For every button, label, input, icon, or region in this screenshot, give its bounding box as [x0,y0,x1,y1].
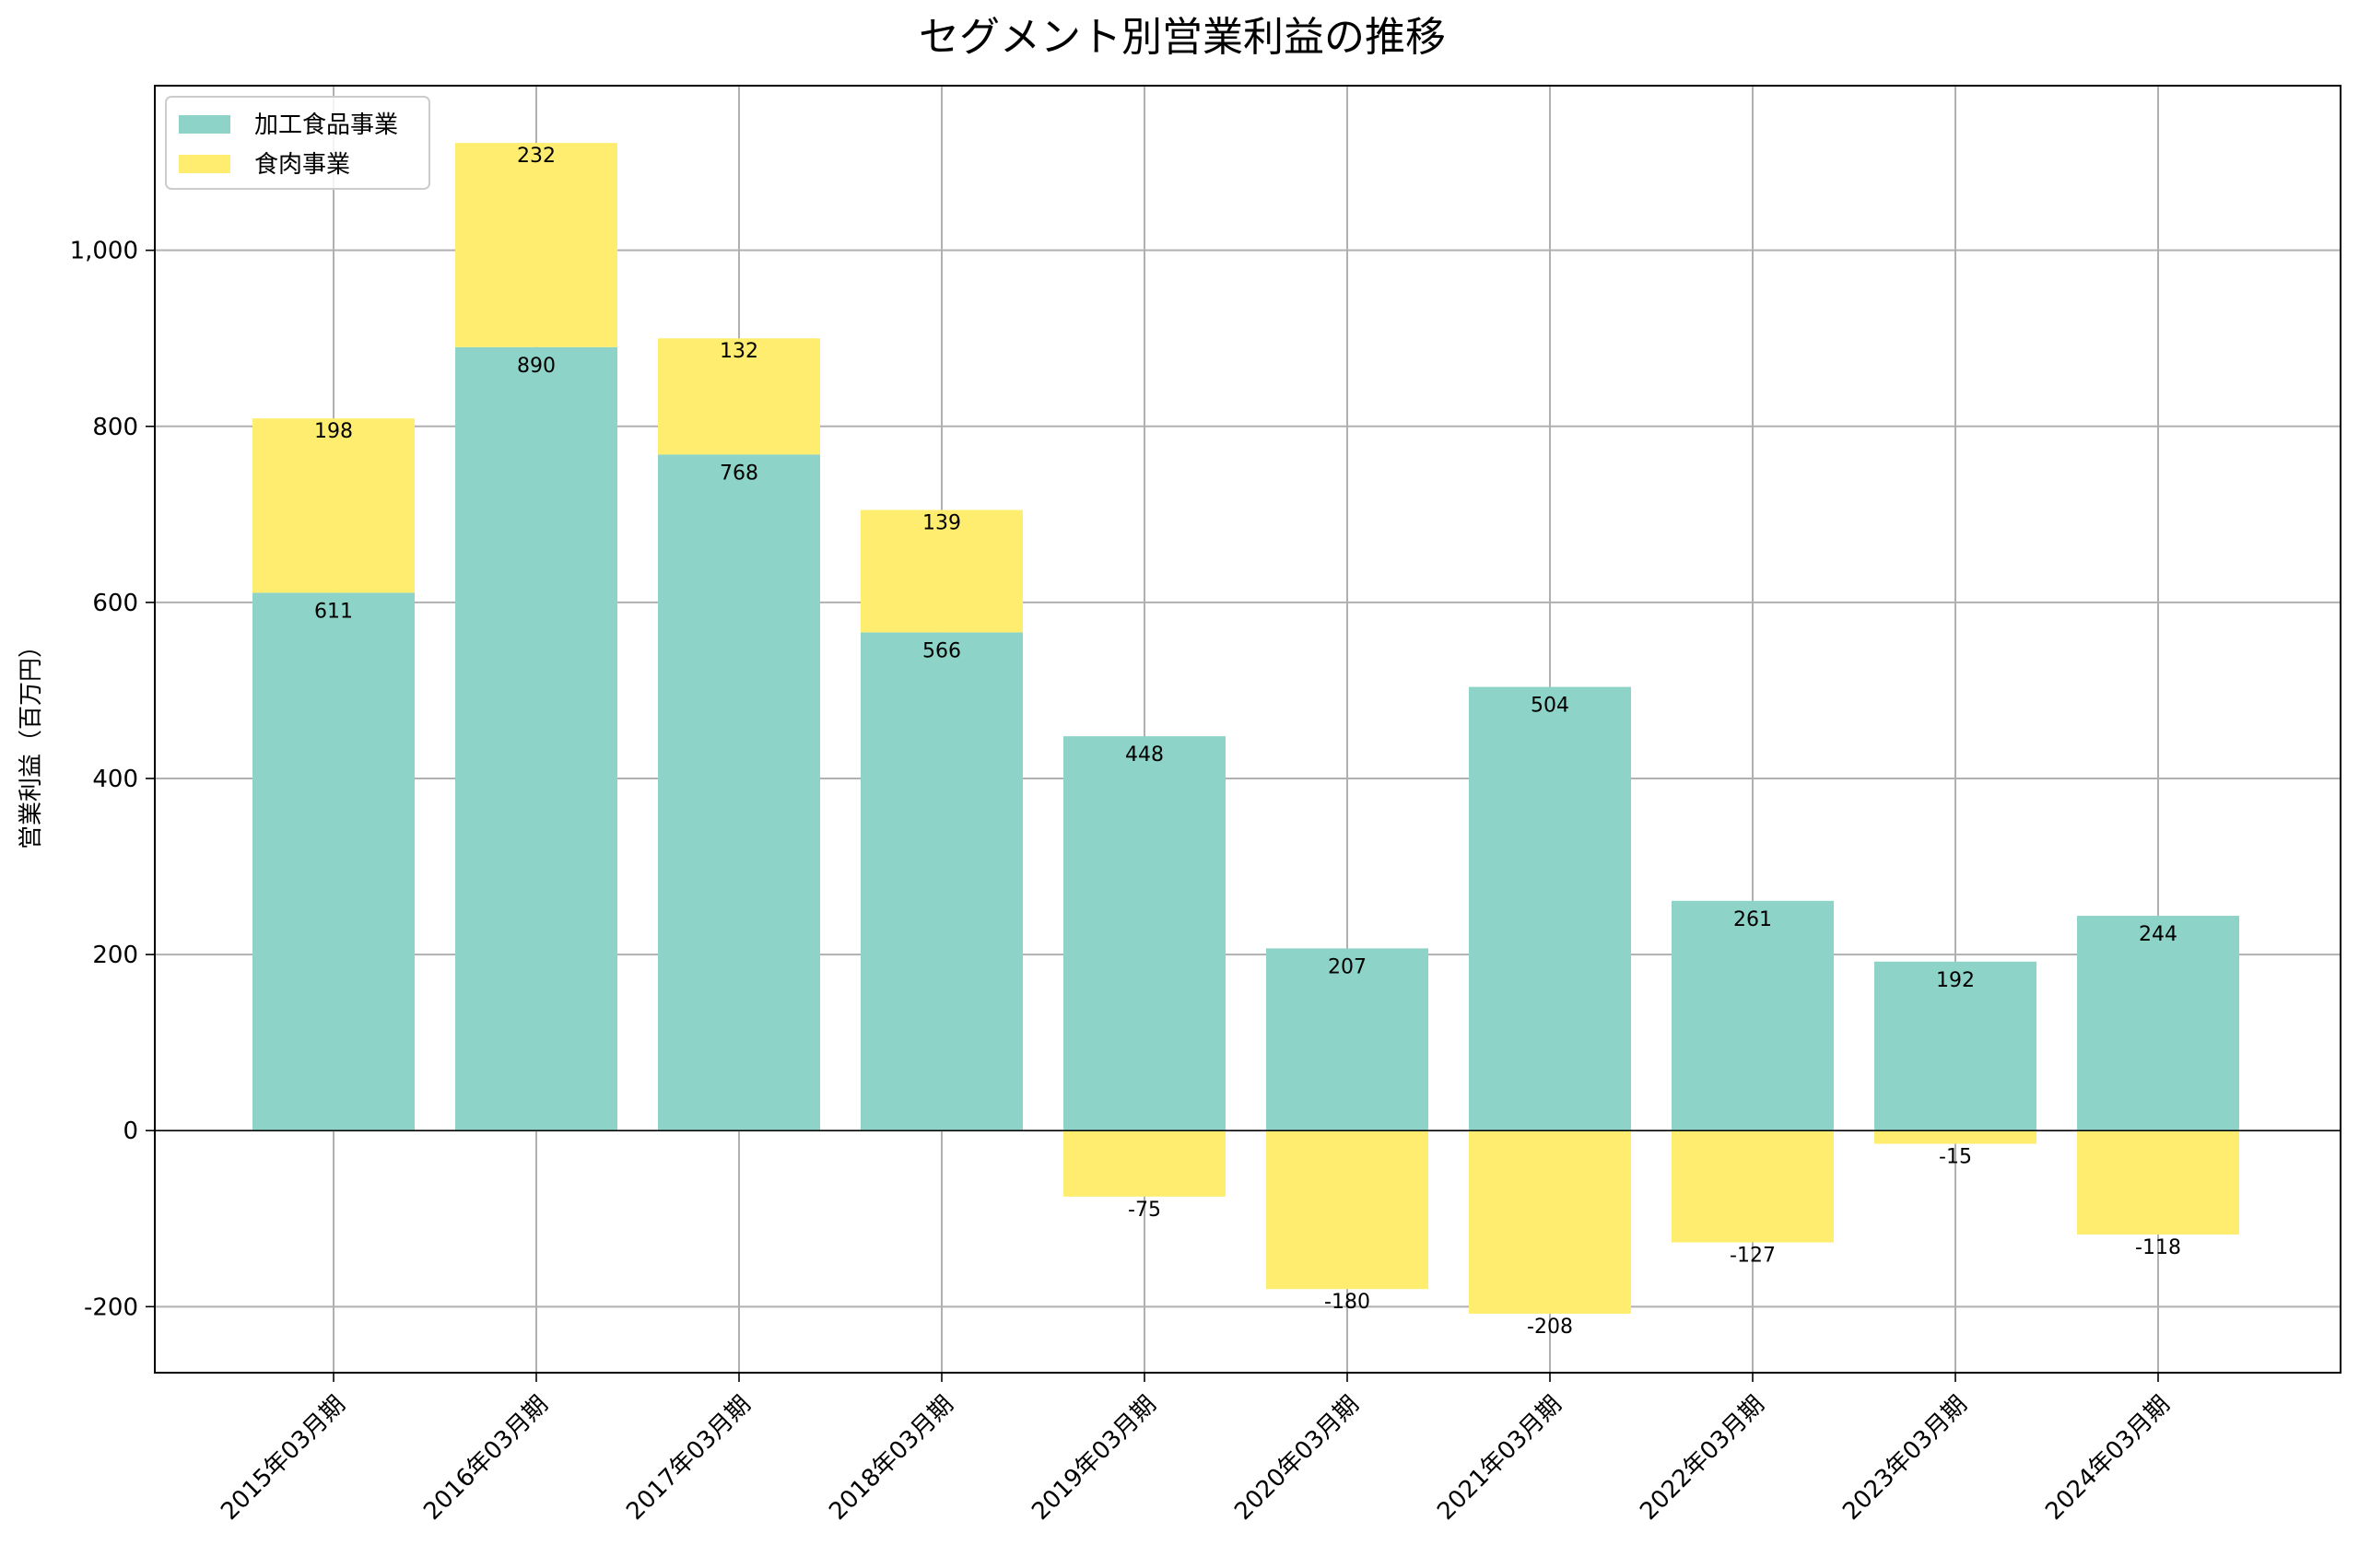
x-tick-label: 2024年03月期 [2040,1391,2176,1527]
data-label-processed-food: 768 [720,462,758,485]
plot-frame [154,85,2341,1374]
y-tick-label: -200 [84,1293,138,1321]
data-label-processed-food: 611 [314,600,353,623]
x-tick-label: 2020年03月期 [1229,1391,1365,1527]
chart-title: セグメント別営業利益の推移 [919,14,1446,61]
bar-segment-meat [252,418,415,593]
bar-segment-processed-food [1266,948,1428,1131]
bar-segment-processed-food [1874,961,2036,1131]
y-tick-label: 200 [92,942,138,969]
bars [252,143,2239,1314]
data-label-processed-food: 207 [1328,955,1367,978]
data-label-meat: -180 [1324,1291,1370,1314]
data-label-meat: -208 [1527,1316,1573,1339]
x-tick-label: 2022年03月期 [1635,1391,1770,1527]
bar-segment-meat [1063,1130,1226,1197]
data-label-processed-food: 448 [1125,743,1164,766]
bar-segment-processed-food [252,592,415,1131]
data-labels: 611 198 890 232 768 132 566 139 448 -75 207 -180 504… [314,145,2181,1339]
data-label-meat: -75 [1128,1199,1161,1222]
x-tick-label: 2016年03月期 [418,1391,554,1527]
x-tick-label: 2017年03月期 [621,1391,757,1527]
bar-segment-processed-food [658,454,820,1131]
data-label-meat: -127 [1730,1245,1776,1268]
x-tick-label: 2023年03月期 [1837,1391,1973,1527]
data-label-processed-food: 566 [922,639,961,662]
bar-segment-meat [1672,1130,1834,1243]
x-tick-label: 2019年03月期 [1027,1391,1162,1527]
data-label-meat: 232 [517,145,556,168]
x-tick-label: 2015年03月期 [216,1391,351,1527]
data-label-processed-food: 244 [2139,923,2177,946]
x-tick-label: 2021年03月期 [1432,1391,1567,1527]
y-axis-label: 営業利益（百万円） [18,634,45,849]
data-label-processed-food: 192 [1936,969,1975,992]
data-label-meat: -15 [1939,1146,1972,1169]
bar-segment-meat [2077,1130,2239,1235]
bar-segment-processed-food [1469,686,1631,1131]
y-tick-label: 400 [92,766,138,793]
bar-segment-processed-food [1672,900,1834,1131]
y-tick-label: 0 [123,1117,138,1145]
bar-segment-meat [455,143,617,347]
data-label-meat: 139 [922,512,961,535]
data-label-meat: 132 [720,340,758,363]
bar-segment-processed-food [861,632,1023,1131]
y-tick-label: 800 [92,414,138,441]
y-tick-label: 600 [92,590,138,617]
bar-segment-meat [1469,1130,1631,1314]
bar-segment-meat [1874,1130,2036,1144]
legend-label: 加工食品事業 [254,111,398,139]
bar-segment-meat [1266,1130,1428,1290]
legend-swatch [179,155,230,173]
legend-box [165,96,430,190]
data-label-meat: -118 [2135,1236,2181,1259]
bar-segment-processed-food [455,346,617,1131]
data-label-meat: 198 [314,420,353,443]
data-label-processed-food: 890 [517,355,556,378]
bar-segment-meat [861,509,1023,633]
data-label-processed-food: 504 [1531,695,1569,718]
legend-swatch [179,115,230,134]
legend-label: 食肉事業 [254,151,350,179]
bar-segment-processed-food [1063,736,1226,1131]
bar-segment-meat [658,338,820,455]
data-label-processed-food: 261 [1733,908,1772,931]
bar-segment-processed-food [2077,916,2239,1131]
x-tick-label: 2018年03月期 [824,1391,959,1527]
y-tick-label: 1,000 [70,238,138,265]
